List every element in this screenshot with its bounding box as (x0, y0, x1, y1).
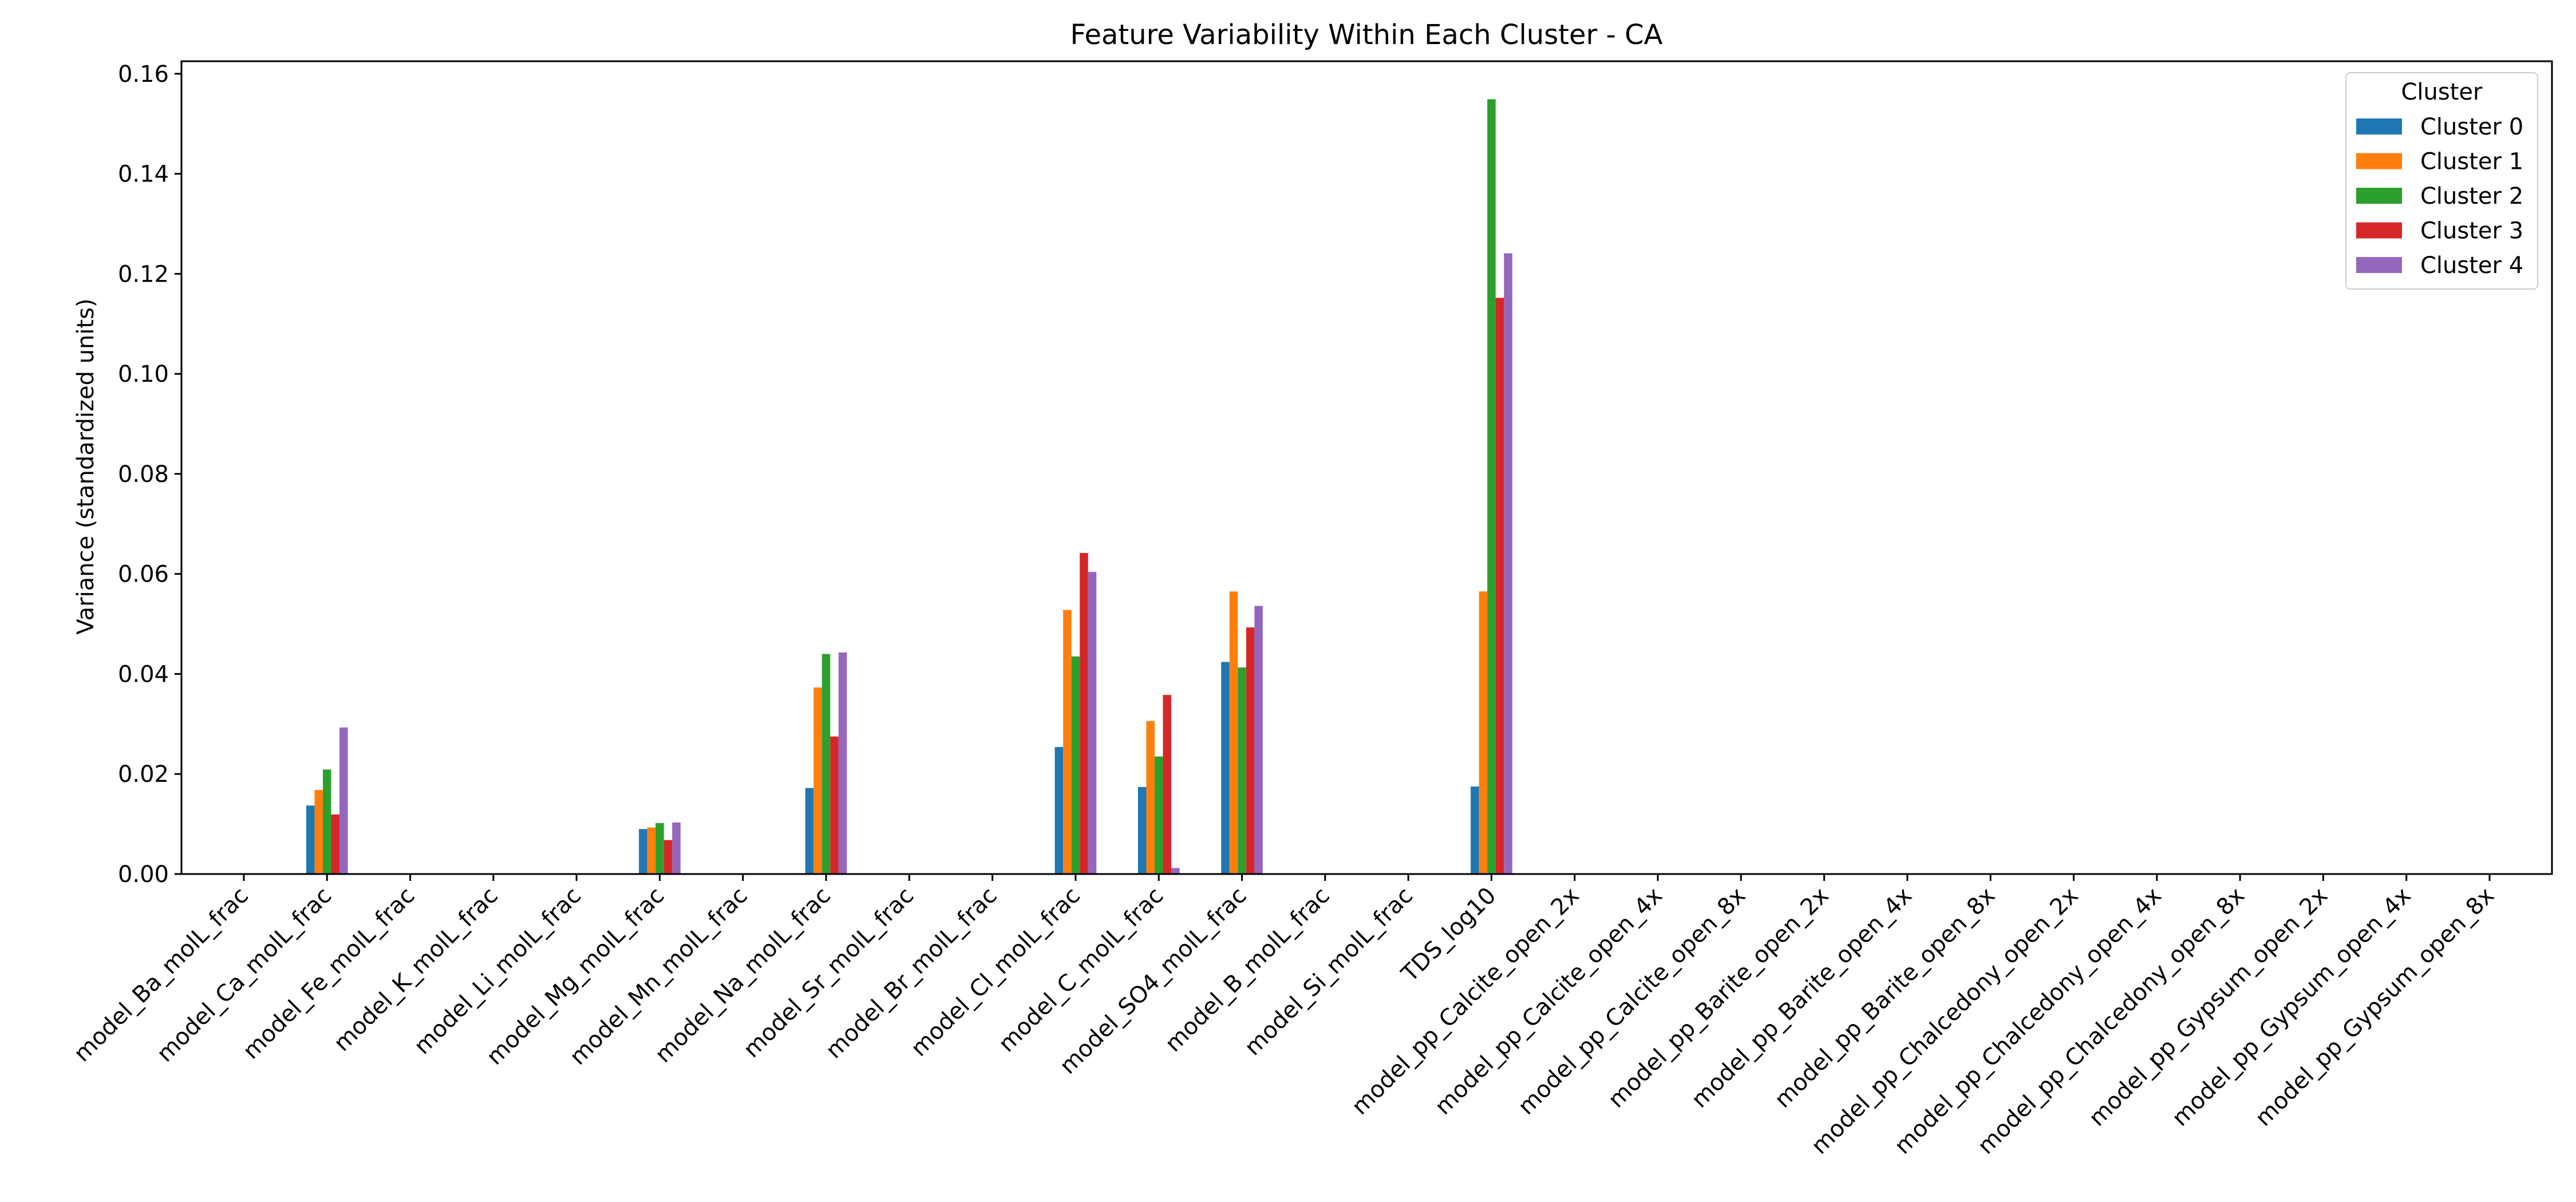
bar (838, 652, 847, 874)
bar (314, 790, 323, 874)
bar (821, 654, 831, 874)
legend-label: Cluster 3 (2420, 218, 2523, 244)
bar (1471, 786, 1479, 874)
bar (1088, 572, 1097, 874)
legend-swatch (2356, 257, 2402, 273)
y-tick-label: 0.00 (118, 861, 169, 888)
y-axis: 0.00 0.02 0.04 0.06 0.08 0.10 0.12 0.14 0.16 (118, 61, 181, 888)
y-axis-title: Variance (standardized units) (73, 298, 99, 634)
bar (1080, 552, 1088, 874)
chart-title: Feature Variability Within Each Cluster … (1070, 19, 1663, 51)
legend-title: Cluster (2401, 79, 2483, 105)
bar (1221, 662, 1230, 874)
bar (1071, 656, 1080, 874)
bar (830, 736, 839, 874)
bars (306, 99, 1512, 875)
bar (1137, 786, 1147, 874)
y-tick-label: 0.02 (118, 761, 169, 788)
bar (663, 840, 673, 874)
legend-swatch (2356, 188, 2402, 204)
legend-swatch (2356, 153, 2402, 169)
bar (1487, 99, 1496, 874)
bar (1479, 591, 1488, 874)
bar (1504, 253, 1512, 875)
bar (1254, 606, 1263, 874)
bar (1063, 610, 1072, 874)
y-tick-label: 0.08 (118, 461, 169, 488)
bar (306, 805, 315, 874)
bar (655, 823, 664, 874)
bar (331, 814, 340, 874)
bar (1495, 298, 1504, 874)
bar (323, 769, 331, 874)
y-tick-label: 0.12 (118, 261, 169, 287)
legend-label: Cluster 1 (2420, 149, 2523, 175)
bar (1229, 591, 1238, 874)
bar (647, 827, 656, 874)
bar (1154, 756, 1163, 874)
bar (1238, 667, 1246, 874)
y-tick-label: 0.14 (118, 161, 169, 188)
y-tick-label: 0.04 (118, 661, 169, 687)
legend-label: Cluster 2 (2420, 183, 2523, 209)
y-tick-label: 0.16 (118, 61, 169, 88)
bar (1163, 695, 1172, 874)
legend: Cluster Cluster 0 Cluster 1 Cluster 2 Cluste… (2345, 72, 2538, 290)
bar (805, 788, 814, 874)
bar (672, 822, 681, 874)
y-tick-label: 0.06 (118, 562, 169, 588)
bar (1171, 868, 1180, 874)
legend-swatch (2356, 222, 2402, 239)
bar (639, 829, 647, 874)
plot-frame (180, 60, 2553, 875)
bar (1146, 721, 1155, 874)
legend-swatch (2356, 118, 2402, 135)
bar (339, 727, 348, 874)
bar (1054, 747, 1064, 874)
bar (1246, 627, 1255, 874)
bar (813, 687, 822, 874)
y-tick-label: 0.10 (118, 361, 169, 388)
legend-label: Cluster 0 (2420, 114, 2523, 140)
legend-label: Cluster 4 (2420, 252, 2523, 279)
